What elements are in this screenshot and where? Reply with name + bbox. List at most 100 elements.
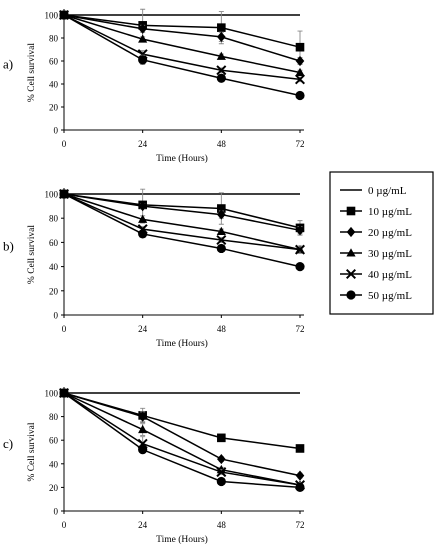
data-point <box>138 411 147 422</box>
x-tick-label: 24 <box>138 324 148 334</box>
legend-marker-shape <box>345 268 357 280</box>
series-50-ugml <box>59 189 305 272</box>
x-axis-title: Time (Hours) <box>156 338 208 349</box>
data-point-shape <box>295 55 305 67</box>
y-tick-label: 40 <box>49 459 59 469</box>
series-10-ugml <box>59 188 305 236</box>
data-point <box>216 73 226 83</box>
data-point-shape <box>216 243 226 254</box>
data-point <box>295 262 305 272</box>
series-line <box>63 14 301 97</box>
chart-panel-3: c) 0 20 40 60 80 100 0 24 48 72 Time (Hours) % Cell … <box>3 387 306 545</box>
legend-label: 0 µg/mL <box>368 185 407 197</box>
data-point <box>216 51 226 60</box>
series-line <box>63 14 301 48</box>
legend-box <box>329 171 434 315</box>
y-tick-label: 80 <box>49 412 59 422</box>
data-point <box>217 31 226 42</box>
y-tick-label: 100 <box>45 389 59 399</box>
y-tick-label: 40 <box>49 80 59 90</box>
x-tick-label: 0 <box>62 324 67 334</box>
legend-label: 10 µg/mL <box>368 206 412 218</box>
y-tick-label: 20 <box>49 103 59 113</box>
data-point <box>138 214 148 223</box>
data-point <box>295 90 305 101</box>
legend-label: 40 µg/mL <box>368 269 412 281</box>
data-point-shape <box>216 51 226 60</box>
data-point-shape <box>138 214 148 223</box>
data-point-shape <box>138 34 148 43</box>
series-line <box>63 392 301 477</box>
legend-entry: 10 µg/mL <box>340 206 412 218</box>
x-tick-label: 72 <box>296 520 305 530</box>
series-50-ugml <box>59 388 305 492</box>
data-point <box>295 444 305 453</box>
series-line <box>63 193 301 251</box>
x-tick-label: 48 <box>217 520 227 530</box>
data-point <box>295 67 305 76</box>
data-point <box>294 244 306 255</box>
legend: 0 µg/mL 10 µg/mL 20 µg/mL 30 µg/mL 40 µg/mL 5… <box>329 171 434 315</box>
data-point-shape <box>295 225 305 236</box>
data-point-shape <box>138 201 147 212</box>
data-point <box>216 226 226 236</box>
data-point-shape <box>138 445 148 455</box>
data-point <box>138 445 148 455</box>
data-point <box>294 74 306 85</box>
y-tick-label: 0 <box>54 507 59 517</box>
y-axis-title: % Cell survival <box>27 422 37 481</box>
legend-entry: 0 µg/mL <box>340 185 407 197</box>
y-axis-title: % Cell survival <box>27 225 37 284</box>
legend-marker-shape <box>346 290 356 300</box>
chart-panel-2: b) 0 20 40 60 80 100 0 24 48 72 Time (Hours) % Cell … <box>3 188 306 349</box>
series-line <box>63 392 301 489</box>
legend-marker-shape <box>346 206 356 216</box>
data-point-shape <box>295 470 305 481</box>
series-30-ugml <box>59 189 305 254</box>
y-tick-label: 20 <box>49 286 59 296</box>
y-tick-label: 60 <box>49 436 59 446</box>
series-line <box>63 193 301 251</box>
data-point <box>138 201 147 212</box>
data-point-shape <box>216 467 227 478</box>
data-point-shape <box>295 262 305 272</box>
panel-label: c) <box>3 436 13 451</box>
data-point-shape <box>294 74 306 85</box>
data-point <box>138 229 148 239</box>
legend-marker <box>346 206 356 216</box>
data-point <box>138 424 148 434</box>
legend-label: 50 µg/mL <box>368 290 412 302</box>
y-tick-label: 80 <box>49 34 59 44</box>
data-point <box>295 42 305 52</box>
data-point <box>217 209 226 220</box>
data-point-shape <box>217 209 226 220</box>
data-point <box>138 55 148 65</box>
y-tick-label: 60 <box>49 57 59 67</box>
data-point <box>295 482 305 492</box>
series-40-ugml <box>58 387 306 491</box>
y-tick-label: 100 <box>45 190 59 200</box>
y-tick-label: 60 <box>49 238 59 248</box>
data-point-shape <box>216 226 226 236</box>
legend-marker-shape <box>346 248 356 257</box>
data-point-shape <box>138 424 148 434</box>
x-axis-title: Time (Hours) <box>156 153 208 164</box>
series-line <box>63 392 301 486</box>
x-tick-label: 0 <box>62 139 67 149</box>
legend-marker <box>346 226 356 238</box>
x-tick-label: 24 <box>138 139 148 149</box>
data-point-shape <box>216 73 226 83</box>
legend-label: 20 µg/mL <box>368 227 412 239</box>
data-point-shape <box>216 65 227 76</box>
data-point-shape <box>138 229 148 239</box>
series-20-ugml <box>59 9 305 67</box>
series-line <box>63 193 301 268</box>
data-point <box>138 23 147 34</box>
data-point-shape <box>295 444 305 453</box>
x-axis-title: Time (Hours) <box>156 534 208 545</box>
data-point-shape <box>59 388 69 398</box>
y-axis-title: % Cell survival <box>27 43 37 102</box>
series-line <box>63 14 301 62</box>
series-line <box>63 193 301 232</box>
